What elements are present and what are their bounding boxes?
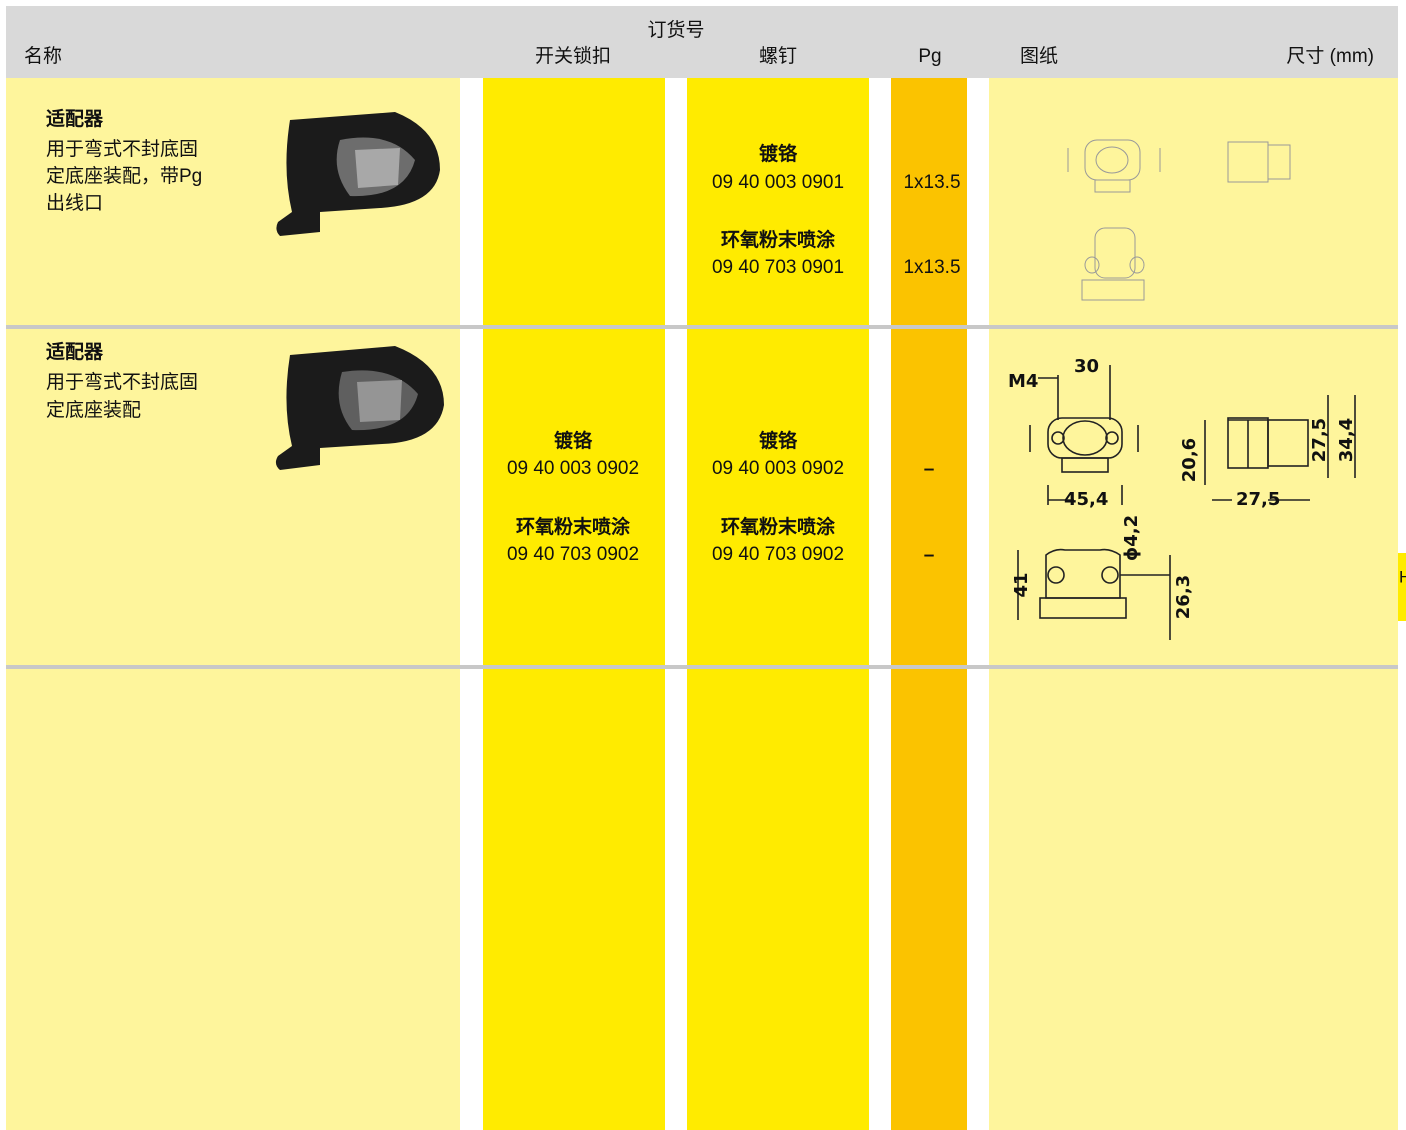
finish: 镀铬 xyxy=(554,429,593,452)
screw-column xyxy=(687,78,869,1130)
dimension-label: ϕ4,2 xyxy=(1121,515,1142,561)
product-description: 用于弯式不封底固 xyxy=(46,138,198,160)
pg-value: – xyxy=(924,545,935,566)
drawing-column xyxy=(989,78,1398,1130)
dimension-label: 27,5 xyxy=(1236,489,1280,510)
pg-value: 1x13.5 xyxy=(903,172,960,193)
product-name: 适配器 xyxy=(46,108,104,130)
product-photo xyxy=(276,112,440,236)
pg-value: 1x13.5 xyxy=(903,257,960,278)
order-number: 09 40 703 0902 xyxy=(507,544,639,565)
header-bar xyxy=(6,6,1398,78)
header-order-no: 订货号 xyxy=(647,19,704,41)
finish: 环氧粉末喷涂 xyxy=(516,515,630,538)
order-number: 09 40 003 0902 xyxy=(507,458,639,479)
order-number: 09 40 003 0902 xyxy=(712,458,844,479)
dimension-label: 45,4 xyxy=(1064,489,1108,510)
row-separator xyxy=(6,665,1398,669)
side-tab xyxy=(1398,553,1406,621)
latch-column xyxy=(483,78,665,1130)
side-tab-label: H xyxy=(1399,567,1406,586)
dimension-label: 30 xyxy=(1074,356,1099,377)
name-column xyxy=(6,78,460,1130)
finish: 镀铬 xyxy=(759,142,798,165)
dimension-label: 34,4 xyxy=(1336,418,1357,462)
header-column: 螺钉 xyxy=(759,45,797,67)
row-separator xyxy=(6,325,1398,329)
pg-value: – xyxy=(924,459,935,480)
finish: 环氧粉末喷涂 xyxy=(721,228,835,251)
product-name: 适配器 xyxy=(46,341,104,363)
dimension-label: 20,6 xyxy=(1179,438,1200,482)
dimension-label: 27,5 xyxy=(1309,418,1330,462)
product-description: 定底座装配 xyxy=(46,399,141,421)
header-column: 开关锁扣 xyxy=(535,45,611,67)
product-photo xyxy=(275,346,444,470)
technical-drawing xyxy=(1017,365,1356,640)
product-description: 出线口 xyxy=(46,192,103,214)
dimension-label: 41 xyxy=(1011,572,1032,597)
header-column: 图纸 xyxy=(1020,45,1058,67)
technical-drawing xyxy=(1067,139,1291,301)
dimension-label: M4 xyxy=(1008,371,1038,392)
pg-column xyxy=(891,78,967,1130)
finish: 镀铬 xyxy=(759,429,798,452)
product-description: 定底座装配，带Pg xyxy=(46,165,202,187)
order-number: 09 40 703 0901 xyxy=(712,257,844,278)
order-number: 09 40 003 0901 xyxy=(712,172,844,193)
finish: 环氧粉末喷涂 xyxy=(721,515,835,538)
header-column: 名称 xyxy=(24,45,62,67)
product-description: 用于弯式不封底固 xyxy=(46,371,198,393)
header-column: 尺寸 (mm) xyxy=(1286,45,1374,67)
header-column: Pg xyxy=(918,46,941,67)
dimension-label: 26,3 xyxy=(1173,575,1194,619)
order-number: 09 40 703 0902 xyxy=(712,544,844,565)
